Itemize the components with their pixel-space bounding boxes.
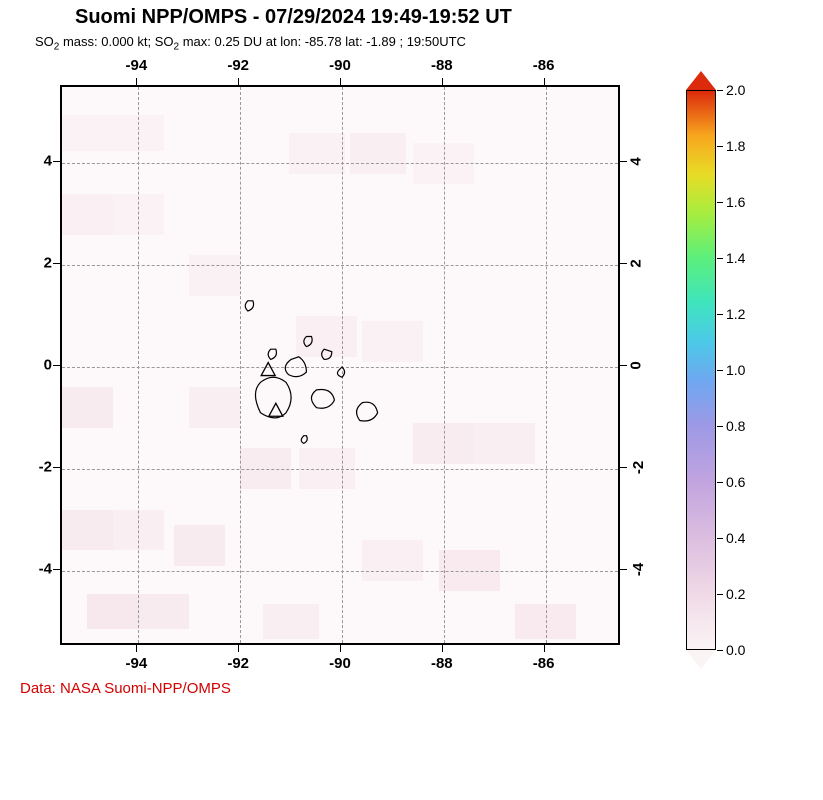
- y-tick: [53, 161, 60, 162]
- y-tick: [53, 263, 60, 264]
- y-tick-label: -4: [22, 560, 52, 577]
- y-tick: [53, 365, 60, 366]
- colorbar-under-arrow: [686, 650, 716, 669]
- x-tick: [340, 645, 341, 652]
- colorbar-tick-label: 1.6: [726, 194, 745, 210]
- island-outline: [255, 377, 291, 418]
- map-plot-area: [60, 85, 620, 645]
- y-tick: [53, 467, 60, 468]
- x-tick: [136, 645, 137, 652]
- data-credit: Data: NASA Suomi-NPP/OMPS: [20, 680, 231, 697]
- y-tick-label: -4: [630, 562, 647, 575]
- colorbar-tick: [717, 370, 723, 371]
- x-tick: [442, 645, 443, 652]
- y-tick: [620, 569, 627, 570]
- colorbar-tick: [717, 482, 723, 483]
- colorbar-tick-label: 1.8: [726, 138, 745, 154]
- colorbar-tick: [717, 314, 723, 315]
- x-tick: [238, 78, 239, 85]
- colorbar-tick: [717, 90, 723, 91]
- colorbar-tick: [717, 538, 723, 539]
- x-tick-label: -94: [126, 655, 148, 672]
- colorbar-tick-label: 0.6: [726, 474, 745, 490]
- island-outline: [268, 349, 276, 359]
- island-outline: [285, 357, 306, 377]
- colorbar-tick: [717, 426, 723, 427]
- y-tick-label: 0: [628, 361, 645, 369]
- x-tick-label: -90: [329, 655, 351, 672]
- island-outline: [301, 436, 307, 444]
- colorbar-tick-label: 0.0: [726, 642, 745, 658]
- volcano-marker: [269, 403, 283, 416]
- y-tick: [53, 569, 60, 570]
- colorbar-tick-label: 0.8: [726, 418, 745, 434]
- colorbar-tick: [717, 594, 723, 595]
- y-tick-label: 4: [22, 153, 52, 170]
- y-tick: [620, 467, 627, 468]
- colorbar-tick: [717, 146, 723, 147]
- x-tick-label: -86: [533, 655, 555, 672]
- x-tick-label: -92: [227, 57, 249, 74]
- island-outline: [304, 337, 312, 347]
- x-tick: [340, 78, 341, 85]
- chart-subtitle: SO2 mass: 0.000 kt; SO2 max: 0.25 DU at …: [35, 34, 466, 53]
- x-tick: [136, 78, 137, 85]
- x-tick-label: -88: [431, 655, 453, 672]
- x-tick-label: -86: [533, 57, 555, 74]
- island-outlines: [62, 87, 620, 645]
- x-tick: [238, 645, 239, 652]
- colorbar-tick-label: 2.0: [726, 82, 745, 98]
- chart-title: Suomi NPP/OMPS - 07/29/2024 19:49-19:52 …: [75, 6, 512, 29]
- colorbar-tick-label: 0.2: [726, 586, 745, 602]
- x-tick: [442, 78, 443, 85]
- y-tick-label: -2: [630, 461, 647, 474]
- colorbar-over-arrow: [686, 71, 716, 90]
- x-tick-label: -92: [227, 655, 249, 672]
- island-outline: [337, 367, 344, 377]
- y-tick: [620, 161, 627, 162]
- y-tick-label: 4: [628, 158, 645, 166]
- x-tick: [544, 645, 545, 652]
- island-outline: [322, 349, 332, 359]
- colorbar-tick-label: 1.4: [726, 250, 745, 266]
- colorbar-tick: [717, 258, 723, 259]
- colorbar-tick: [717, 650, 723, 651]
- y-tick-label: 2: [628, 260, 645, 268]
- island-outline: [357, 402, 378, 421]
- y-tick-label: 2: [22, 255, 52, 272]
- colorbar-tick-label: 0.4: [726, 530, 745, 546]
- x-tick-label: -88: [431, 57, 453, 74]
- island-outline: [245, 301, 253, 311]
- colorbar-tick-label: 1.2: [726, 306, 745, 322]
- colorbar-tick: [717, 202, 723, 203]
- colorbar: [686, 90, 716, 650]
- island-outline: [311, 389, 334, 408]
- y-tick: [620, 365, 627, 366]
- y-tick-label: 0: [22, 357, 52, 374]
- x-tick: [544, 78, 545, 85]
- volcano-marker: [261, 363, 275, 376]
- x-tick-label: -94: [126, 57, 148, 74]
- y-tick: [620, 263, 627, 264]
- colorbar-tick-label: 1.0: [726, 362, 745, 378]
- x-tick-label: -90: [329, 57, 351, 74]
- y-tick-label: -2: [22, 458, 52, 475]
